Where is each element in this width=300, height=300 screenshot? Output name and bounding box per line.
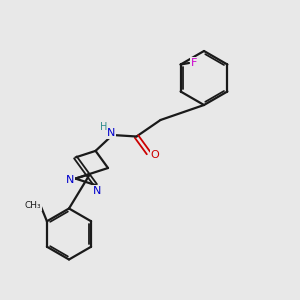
Text: CH₃: CH₃ (25, 201, 41, 210)
Text: N: N (66, 175, 74, 185)
Text: O: O (151, 150, 160, 161)
Text: N: N (107, 128, 115, 139)
Text: H: H (100, 122, 107, 132)
Text: F: F (191, 58, 198, 68)
Text: N: N (93, 185, 101, 196)
